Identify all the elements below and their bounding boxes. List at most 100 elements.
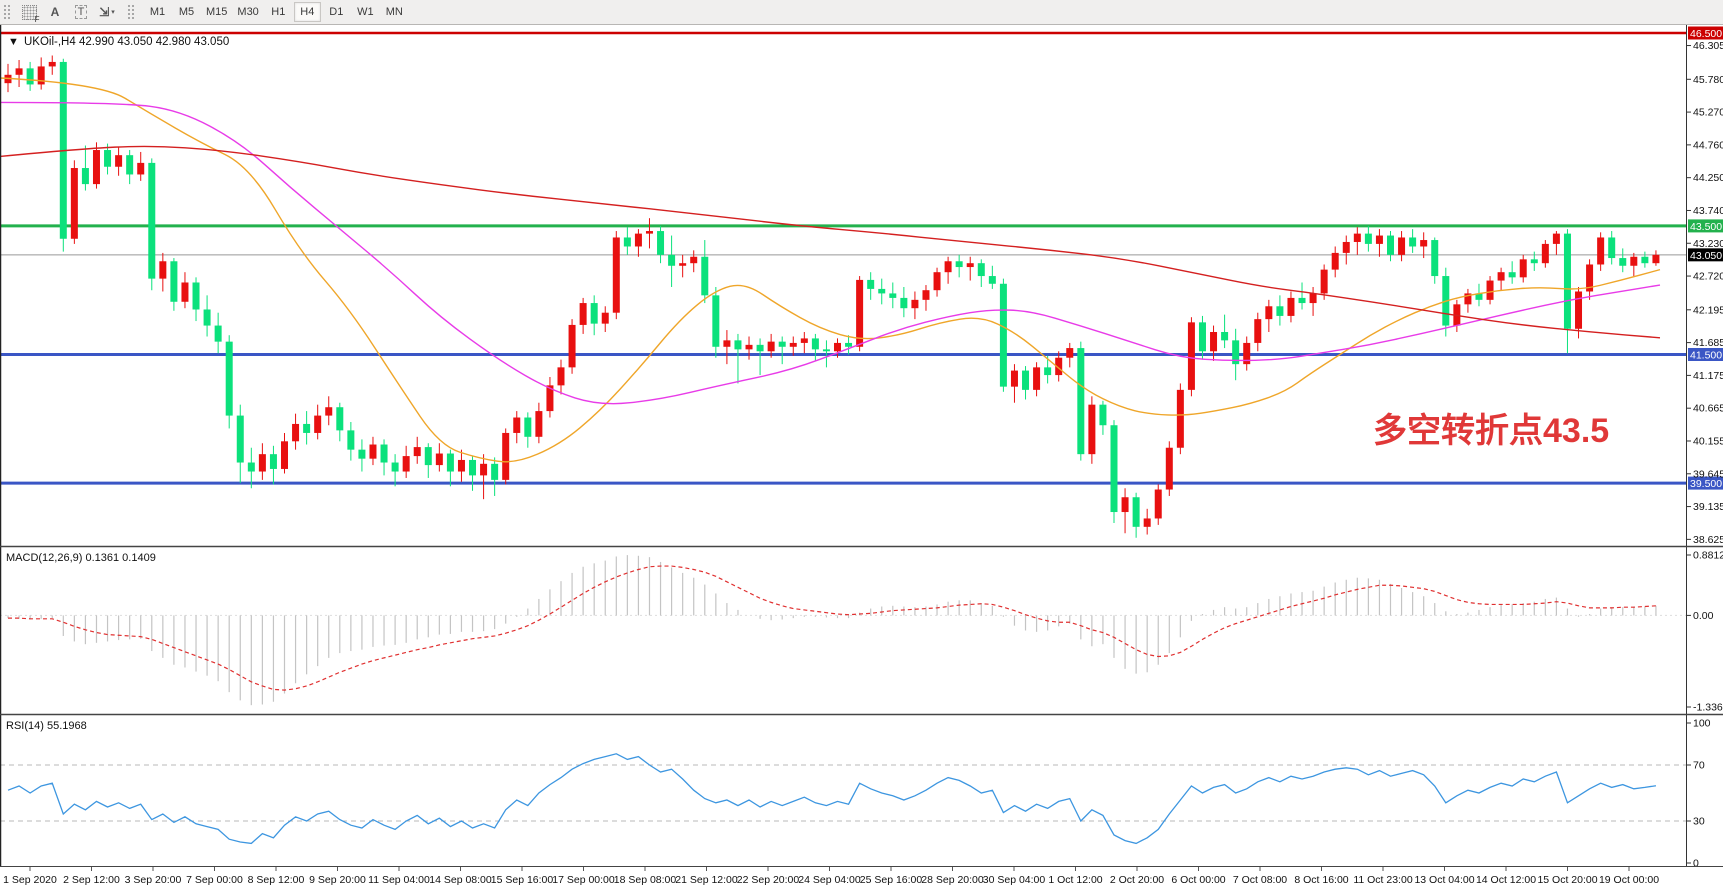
- candle-body[interactable]: [668, 254, 676, 266]
- candle-body[interactable]: [1176, 389, 1184, 448]
- candle-body[interactable]: [1530, 259, 1538, 264]
- candle-body[interactable]: [922, 290, 930, 300]
- timeframe-button-m1[interactable]: M1: [144, 2, 171, 22]
- candle-body[interactable]: [236, 415, 244, 463]
- candle-body[interactable]: [944, 261, 952, 273]
- symbol-title-arrow[interactable]: ▼: [8, 36, 19, 48]
- candle-body[interactable]: [690, 256, 698, 264]
- candle-body[interactable]: [1221, 331, 1229, 341]
- candle-body[interactable]: [999, 283, 1007, 387]
- candle-body[interactable]: [1320, 269, 1328, 294]
- candle-body[interactable]: [1364, 233, 1372, 244]
- candle-body[interactable]: [645, 231, 653, 234]
- candle-body[interactable]: [845, 342, 853, 347]
- candle-body[interactable]: [70, 168, 78, 239]
- text-label-tool[interactable]: A: [42, 2, 68, 23]
- candle-body[interactable]: [1475, 293, 1483, 300]
- candle-body[interactable]: [1586, 264, 1594, 292]
- candle-body[interactable]: [413, 447, 421, 457]
- candle-body[interactable]: [1464, 293, 1472, 305]
- candle-body[interactable]: [712, 295, 720, 347]
- candle-body[interactable]: [92, 150, 100, 185]
- candle-body[interactable]: [933, 272, 941, 291]
- candle-body[interactable]: [1541, 243, 1549, 264]
- candle-body[interactable]: [900, 297, 908, 309]
- candle-body[interactable]: [800, 338, 808, 343]
- candle-body[interactable]: [269, 454, 277, 469]
- candle-body[interactable]: [1088, 404, 1096, 455]
- candle-body[interactable]: [104, 150, 112, 167]
- candle-body[interactable]: [1608, 237, 1616, 259]
- candle-body[interactable]: [137, 162, 145, 175]
- candle-body[interactable]: [170, 261, 178, 302]
- candle-body[interactable]: [281, 441, 288, 469]
- candle-body[interactable]: [612, 237, 620, 313]
- candle-body[interactable]: [1619, 258, 1627, 266]
- candle-body[interactable]: [1010, 370, 1018, 387]
- candle-body[interactable]: [878, 288, 886, 294]
- timeframe-button-mn[interactable]: MN: [381, 2, 408, 22]
- candle-body[interactable]: [1420, 240, 1428, 247]
- candle-body[interactable]: [1210, 331, 1218, 352]
- candle-body[interactable]: [1563, 233, 1571, 329]
- candle-body[interactable]: [789, 342, 797, 347]
- candle-body[interactable]: [491, 463, 499, 480]
- candle-body[interactable]: [1630, 256, 1638, 266]
- candle-body[interactable]: [966, 263, 974, 268]
- candle-body[interactable]: [1497, 272, 1505, 281]
- candle-body[interactable]: [15, 68, 23, 75]
- candle-body[interactable]: [1508, 272, 1516, 278]
- candle-body[interactable]: [37, 66, 45, 85]
- candle-body[interactable]: [446, 453, 454, 472]
- time-axis[interactable]: 1 Sep 2020 2 Sep 12:00 3 Sep 20:00 7 Sep 00…: [3, 867, 1659, 886]
- candle-body[interactable]: [126, 155, 134, 175]
- candle-body[interactable]: [1055, 357, 1063, 376]
- candle-body[interactable]: [955, 261, 963, 268]
- timeframe-button-d1[interactable]: D1: [323, 2, 350, 22]
- candle-body[interactable]: [303, 423, 311, 433]
- candle-body[interactable]: [623, 237, 631, 247]
- candle-body[interactable]: [203, 309, 211, 326]
- candle-body[interactable]: [679, 263, 687, 266]
- toolbar-grip[interactable]: [2, 3, 12, 21]
- candle-body[interactable]: [1265, 306, 1273, 320]
- candle-body[interactable]: [192, 282, 200, 310]
- candle-body[interactable]: [734, 340, 742, 350]
- candle-body[interactable]: [435, 453, 443, 466]
- candle-body[interactable]: [81, 168, 89, 185]
- candle-body[interactable]: [1198, 322, 1206, 352]
- timeframe-toolbar-grip[interactable]: [126, 3, 136, 21]
- candle-body[interactable]: [1575, 291, 1583, 329]
- candle-body[interactable]: [1276, 306, 1284, 316]
- candle-body[interactable]: [181, 282, 189, 302]
- candle-body[interactable]: [579, 303, 587, 325]
- candle-body[interactable]: [745, 344, 753, 350]
- candle-body[interactable]: [834, 342, 841, 352]
- candle-body[interactable]: [546, 385, 554, 412]
- candle-body[interactable]: [1486, 280, 1494, 300]
- candle-body[interactable]: [247, 462, 255, 472]
- candle-body[interactable]: [424, 447, 432, 466]
- candle-body[interactable]: [480, 463, 488, 476]
- candle-body[interactable]: [778, 341, 786, 347]
- candle-body[interactable]: [1110, 425, 1118, 513]
- candle-body[interactable]: [1066, 348, 1074, 358]
- candle-body[interactable]: [159, 261, 167, 279]
- candle-body[interactable]: [767, 341, 775, 352]
- candle-body[interactable]: [1641, 256, 1649, 264]
- candle-body[interactable]: [1652, 254, 1660, 264]
- candle-body[interactable]: [1044, 367, 1052, 376]
- arrange-arrows-tool[interactable]: ⇲ ▾: [94, 2, 120, 23]
- candle-body[interactable]: [657, 231, 665, 255]
- indicators-grid-icon[interactable]: F: [16, 2, 42, 24]
- candle-body[interactable]: [524, 417, 532, 437]
- horizontal-level-lines[interactable]: [0, 31, 1687, 485]
- candle-body[interactable]: [214, 325, 222, 342]
- candle-body[interactable]: [1254, 319, 1262, 343]
- candle-body[interactable]: [1121, 497, 1129, 513]
- candle-body[interactable]: [889, 293, 897, 298]
- candle-body[interactable]: [369, 444, 377, 459]
- candle-body[interactable]: [1398, 237, 1406, 255]
- candle-body[interactable]: [601, 312, 609, 324]
- candle-body[interactable]: [347, 430, 355, 450]
